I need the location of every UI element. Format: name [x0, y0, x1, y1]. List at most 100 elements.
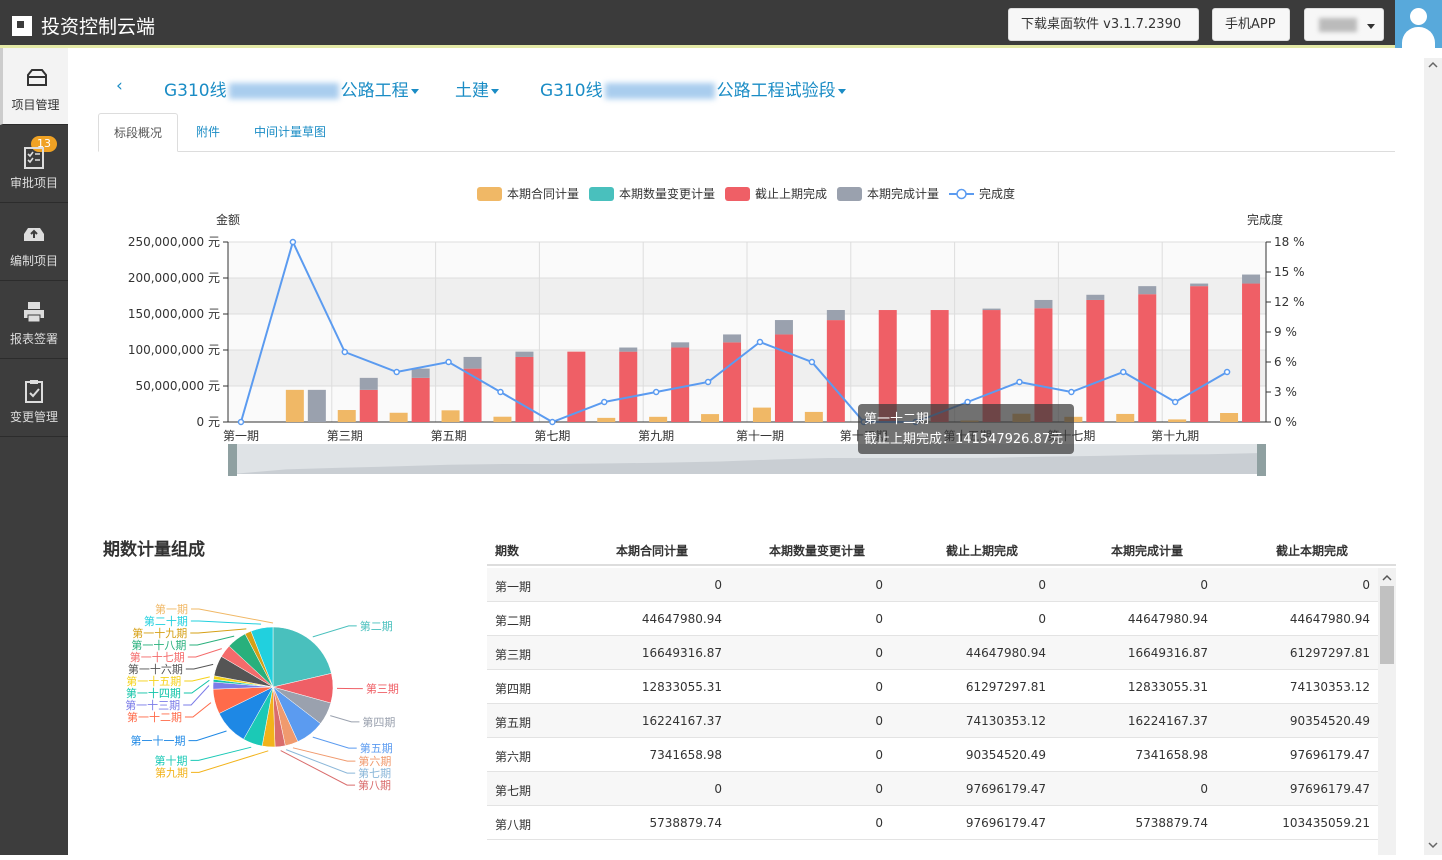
bar-contract-measure[interactable] — [597, 418, 615, 422]
bar-period-complete[interactable] — [308, 390, 326, 422]
bar-cumulative-prev[interactable] — [827, 320, 845, 422]
bar-period-complete[interactable] — [464, 357, 482, 369]
pie-label-line — [184, 680, 210, 693]
pie-label-line — [184, 677, 210, 681]
tooltip-text: 截止上期完成：141547926.87元 — [864, 430, 1068, 450]
bar-cumulative-prev[interactable] — [412, 378, 430, 422]
bar-period-complete[interactable] — [827, 310, 845, 320]
table-scroll-thumb[interactable] — [1380, 586, 1394, 664]
bar-cumulative-prev[interactable] — [1138, 294, 1156, 422]
completion-point[interactable] — [550, 420, 555, 425]
bar-period-complete[interactable] — [1086, 295, 1104, 300]
bar-contract-measure[interactable] — [493, 417, 511, 422]
bar-contract-measure[interactable] — [701, 414, 719, 422]
bar-contract-measure[interactable] — [1116, 414, 1134, 422]
completion-point[interactable] — [394, 370, 399, 375]
bar-period-complete[interactable] — [983, 309, 1001, 310]
pie-label: 第一十六期 — [128, 662, 183, 676]
y-axis-title: 金额 — [216, 212, 240, 227]
bar-cumulative-prev[interactable] — [671, 348, 689, 422]
x-tick-label: 第三期 — [327, 429, 363, 443]
zoom-handle-left[interactable] — [228, 444, 237, 476]
bar-cumulative-prev[interactable] — [567, 352, 585, 422]
measurement-table: 期数 本期合同计量 本期数量变更计量 截止上期完成 本期完成计量 截止本期完成 … — [487, 532, 1396, 855]
bar-period-complete[interactable] — [775, 320, 793, 334]
completion-point[interactable] — [498, 390, 503, 395]
col-header[interactable]: 本期合同计量 — [616, 542, 688, 559]
completion-point[interactable] — [290, 240, 295, 245]
bar-cumulative-prev[interactable] — [1086, 300, 1104, 422]
completion-point[interactable] — [1121, 370, 1126, 375]
col-header[interactable]: 截止上期完成 — [946, 542, 1018, 559]
table-scrollbar[interactable] — [1378, 568, 1396, 855]
bar-cumulative-prev[interactable] — [723, 342, 741, 422]
bar-period-complete[interactable] — [723, 334, 741, 342]
table-cell: 74130353.12 — [966, 714, 1046, 728]
col-header[interactable]: 截止本期完成 — [1276, 542, 1348, 559]
table-cell: 5738879.74 — [649, 816, 722, 830]
bar-contract-measure[interactable] — [649, 417, 667, 422]
bar-contract-measure[interactable] — [805, 412, 823, 422]
completion-point[interactable] — [1069, 390, 1074, 395]
y2-tick-label: 15 % — [1274, 265, 1305, 279]
bar-contract-measure[interactable] — [390, 413, 408, 422]
col-header[interactable]: 本期完成计量 — [1111, 542, 1183, 559]
pie-label: 第一十一期 — [130, 734, 185, 748]
bar-period-complete[interactable] — [515, 352, 533, 357]
pie-label-line — [189, 636, 234, 645]
bar-contract-measure[interactable] — [1220, 413, 1238, 422]
completion-point[interactable] — [342, 350, 347, 355]
bar-period-complete[interactable] — [619, 348, 637, 352]
bar-period-complete[interactable] — [1034, 300, 1052, 308]
completion-point[interactable] — [446, 360, 451, 365]
completion-point[interactable] — [1225, 370, 1230, 375]
bar-contract-measure[interactable] — [286, 390, 304, 422]
bar-cumulative-prev[interactable] — [1242, 284, 1260, 422]
pie-label-line — [191, 621, 261, 624]
table-cell: 0 — [1038, 612, 1046, 626]
bar-cumulative-prev[interactable] — [775, 334, 793, 422]
y2-tick-label: 0 % — [1274, 415, 1297, 429]
completion-point[interactable] — [238, 420, 243, 425]
bar-contract-measure[interactable] — [1168, 419, 1186, 422]
table-cell: 7341658.98 — [649, 748, 722, 762]
bar-period-complete[interactable] — [671, 342, 689, 347]
table-cell: 16224167.37 — [642, 714, 722, 728]
bar-period-complete[interactable] — [1190, 284, 1208, 287]
bar-cumulative-prev[interactable] — [619, 352, 637, 422]
completion-point[interactable] — [1017, 380, 1022, 385]
completion-point[interactable] — [654, 390, 659, 395]
bar-cumulative-prev[interactable] — [360, 390, 378, 422]
completion-point[interactable] — [1173, 400, 1178, 405]
completion-point[interactable] — [809, 360, 814, 365]
bar-contract-measure[interactable] — [753, 408, 771, 422]
zoom-handle-right[interactable] — [1257, 444, 1266, 476]
bar-period-complete[interactable] — [360, 378, 378, 390]
col-header[interactable]: 本期数量变更计量 — [769, 542, 865, 559]
bar-period-complete[interactable] — [1138, 286, 1156, 294]
x-tick-label: 第七期 — [534, 429, 570, 443]
completion-point[interactable] — [706, 380, 711, 385]
bar-period-complete[interactable] — [1242, 275, 1260, 284]
bar-contract-measure[interactable] — [338, 410, 356, 422]
bar-contract-measure[interactable] — [442, 410, 460, 422]
bar-period-complete[interactable] — [412, 369, 430, 378]
completion-point[interactable] — [757, 340, 762, 345]
completion-point[interactable] — [602, 400, 607, 405]
col-header[interactable]: 期数 — [495, 542, 519, 559]
table-cell: 16649316.87 — [1128, 646, 1208, 660]
pie-label-line — [293, 748, 355, 761]
table-cell: 0 — [714, 578, 722, 592]
bar-cumulative-prev[interactable] — [1190, 286, 1208, 422]
table-cell: 5738879.74 — [1135, 816, 1208, 830]
pie-label: 第一十九期 — [132, 626, 187, 640]
bar-cumulative-prev[interactable] — [515, 357, 533, 422]
